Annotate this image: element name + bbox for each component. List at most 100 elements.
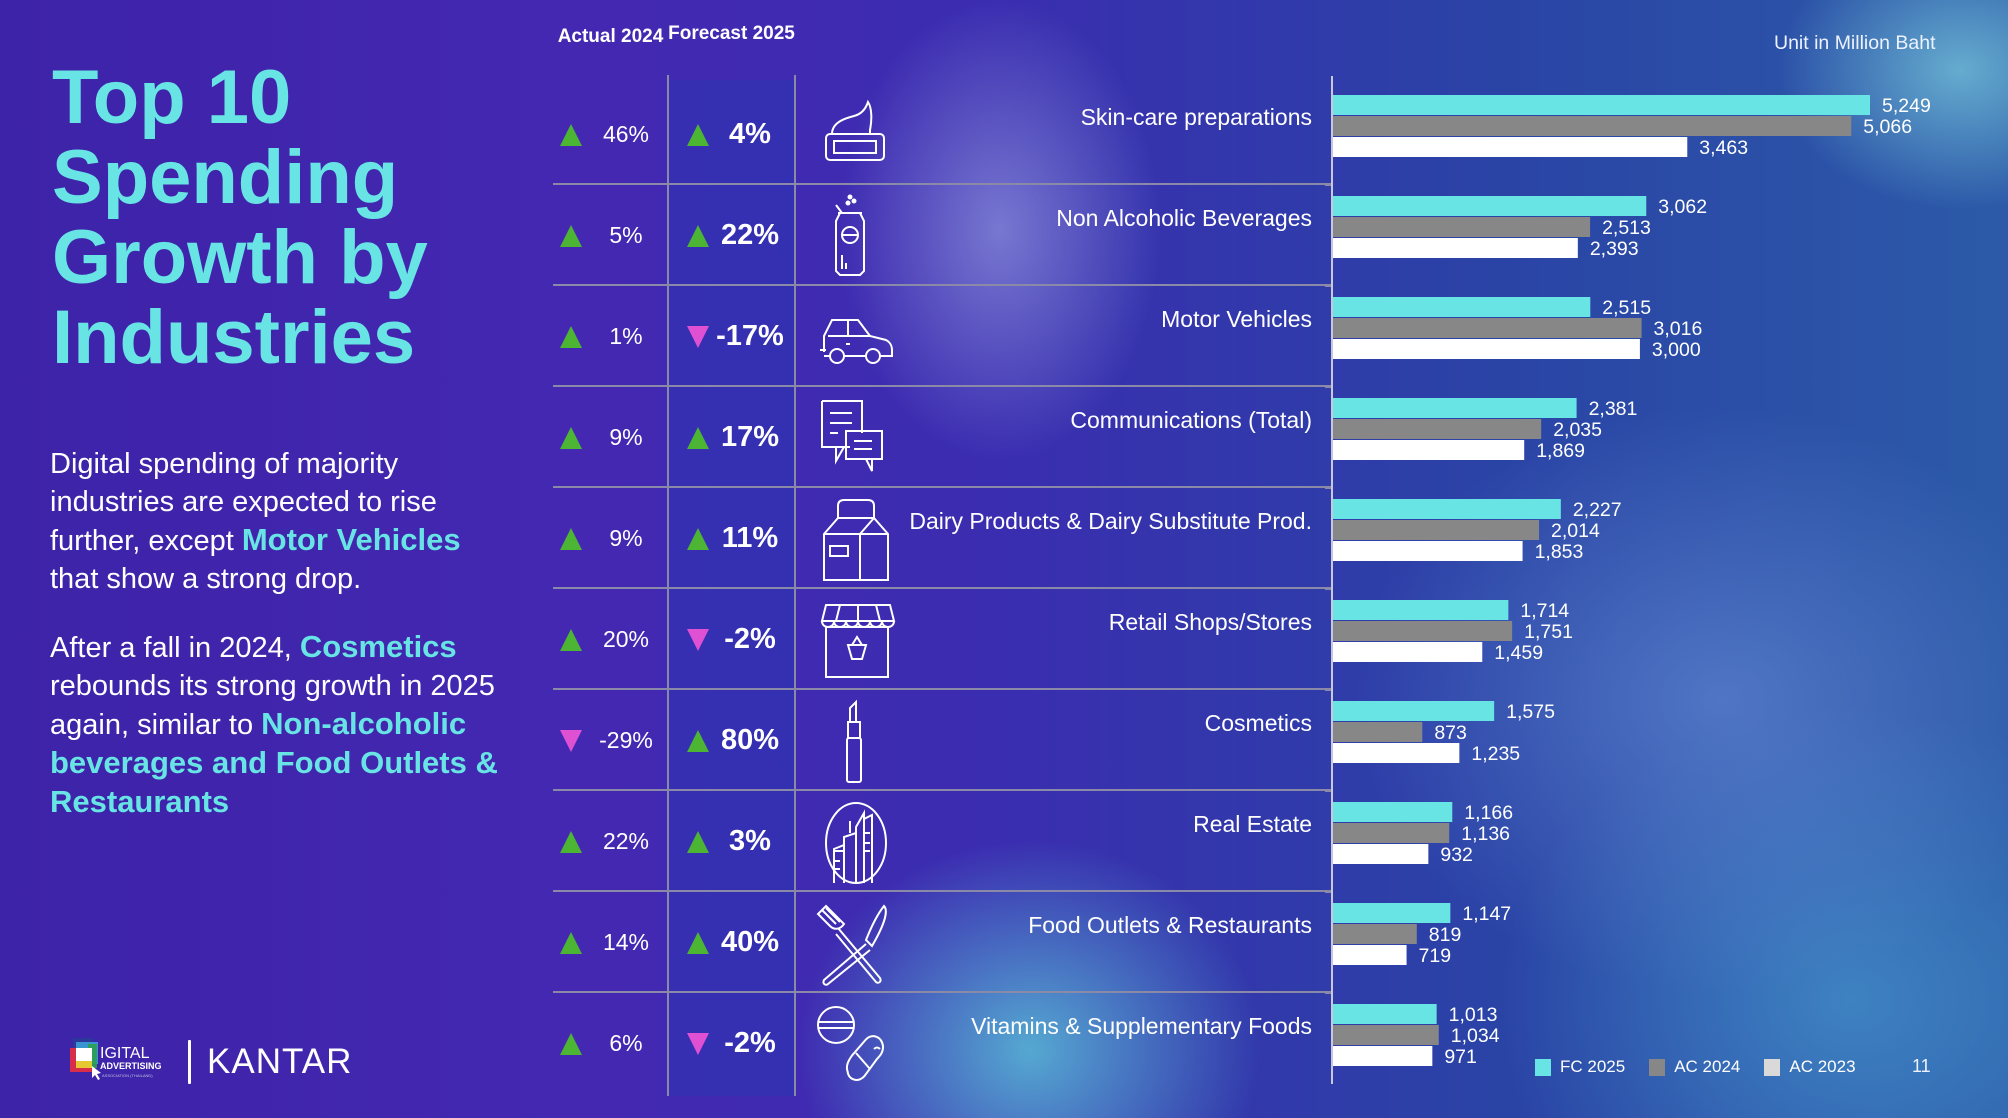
bar-fc-2025 — [1333, 701, 1495, 721]
table-row: 46% 4% Skin-care preparations — [553, 84, 1332, 185]
actual-2024-cell: 9% — [553, 488, 668, 589]
industry-label: Communications (Total) — [1070, 407, 1312, 433]
bar-value-label: 1,013 — [1449, 1004, 1498, 1026]
fork-knife-icon — [810, 900, 900, 986]
table-row: 9% 17% Communications (Total) — [553, 387, 1332, 488]
kantar-logo: KANTAR — [207, 1042, 353, 1081]
bar-value-label: 1,034 — [1451, 1025, 1500, 1047]
bar-value-label: 1,235 — [1471, 743, 1520, 765]
bar-fc-2025 — [1333, 600, 1509, 620]
forecast-2025-cell: 22% — [668, 185, 795, 286]
daat-logo-line2: ADVERTISING — [100, 1061, 162, 1071]
bar-value-label: 5,066 — [1863, 116, 1912, 138]
bar-ac-2023 — [1333, 642, 1483, 662]
forecast-2025-value: 40% — [720, 926, 780, 958]
table-row: 20% -2% Retail Shops/Stores — [553, 589, 1332, 690]
highlight-text: Non-alcoholic beverages and Food Outlets… — [50, 706, 498, 819]
bar-value-label: 1,147 — [1462, 903, 1511, 925]
industry-label: Food Outlets & Restaurants — [1028, 912, 1312, 938]
industry-label: Dairy Products & Dairy Substitute Prod. — [909, 508, 1312, 534]
bar-value-label: 3,016 — [1654, 318, 1703, 340]
industry-label: Retail Shops/Stores — [1108, 609, 1312, 635]
pills-icon — [810, 1001, 900, 1087]
bar-value-label: 1,869 — [1536, 440, 1585, 462]
bar-value-label: 3,000 — [1652, 339, 1701, 361]
forecast-2025-cell: 17% — [668, 387, 795, 488]
forecast-2025-cell: 80% — [668, 690, 795, 791]
row-divider — [553, 587, 1332, 589]
bar-value-label: 1,136 — [1461, 823, 1510, 845]
bar-value-label: 2,393 — [1590, 238, 1639, 260]
up-triangle-icon — [560, 325, 582, 348]
bar-fc-2025 — [1333, 398, 1577, 418]
bar-value-label: 1,166 — [1464, 802, 1513, 824]
bar-value-label: 2,515 — [1602, 297, 1651, 319]
up-triangle-icon — [687, 931, 709, 954]
soda-can-icon — [810, 193, 900, 279]
up-triangle-icon — [560, 123, 582, 146]
up-triangle-icon — [560, 931, 582, 954]
bar-fc-2025 — [1333, 499, 1561, 519]
page-title: Top 10 Spending Growth by Industries — [52, 55, 428, 380]
chat-bubbles-icon — [810, 395, 900, 481]
legend-item: AC 2023 — [1764, 1057, 1856, 1077]
forecast-2025-value: -2% — [724, 623, 776, 655]
industry-label: Skin-care preparations — [1080, 104, 1312, 130]
header-forecast-2025: Forecast 2025 — [668, 23, 795, 44]
forecast-2025-value: 11% — [721, 522, 779, 554]
table-row: 9% 11% Dairy Products & Dairy Substitute… — [553, 488, 1332, 589]
industry-label: Real Estate — [1193, 811, 1312, 837]
legend-item: FC 2025 — [1535, 1057, 1625, 1077]
row-divider — [553, 486, 1332, 488]
bar-ac-2024 — [1333, 419, 1542, 439]
chart-axis-line — [1331, 76, 1333, 1084]
bar-ac-2023 — [1333, 743, 1460, 763]
forecast-2025-value: -17% — [716, 320, 784, 352]
bar-value-label: 719 — [1419, 945, 1452, 967]
car-icon — [810, 294, 900, 380]
up-triangle-icon — [560, 830, 582, 853]
actual-2024-value: 46% — [602, 121, 650, 147]
daat-logo: IGITAL ADVERTISING ASSOCIATION (THAILAND… — [70, 1036, 180, 1084]
down-triangle-icon — [560, 729, 582, 752]
bar-ac-2024 — [1333, 924, 1417, 944]
row-divider — [553, 385, 1332, 387]
forecast-2025-value: 17% — [720, 421, 780, 453]
actual-2024-value: 5% — [609, 222, 643, 248]
table-row: 5% 22% Non Alcoholic Beverages — [553, 185, 1332, 286]
chart-legend: FC 2025 AC 2024 AC 2023 — [1535, 1057, 1880, 1077]
forecast-2025-cell: 3% — [668, 791, 795, 892]
forecast-2025-cell: 40% — [668, 892, 795, 993]
actual-2024-cell: 9% — [553, 387, 668, 488]
table-row: 14% 40% Food Outlets & Restaurants — [553, 892, 1332, 993]
body-text-segment: After a fall in 2024, — [50, 632, 300, 664]
up-triangle-icon — [687, 527, 709, 550]
bar-ac-2023 — [1333, 440, 1525, 460]
bar-fc-2025 — [1333, 95, 1870, 115]
legend-label: AC 2024 — [1674, 1057, 1741, 1076]
bar-value-label: 1,714 — [1520, 600, 1569, 622]
industry-label: Non Alcoholic Beverages — [1056, 205, 1312, 231]
forecast-2025-value: 22% — [720, 219, 780, 251]
actual-2024-value: -29% — [599, 727, 653, 753]
actual-2024-value: 20% — [602, 626, 650, 652]
down-triangle-icon — [687, 325, 709, 348]
table-row: 22% 3% Real Estate — [553, 791, 1332, 892]
legend-item: AC 2024 — [1649, 1057, 1740, 1077]
actual-2024-cell: 14% — [553, 892, 668, 993]
bar-ac-2024 — [1333, 722, 1423, 742]
forecast-2025-value: -2% — [724, 1027, 776, 1059]
bar-ac-2023 — [1333, 844, 1429, 864]
bar-ac-2023 — [1333, 945, 1407, 965]
highlight-text: Motor Vehicles — [241, 522, 461, 557]
lipstick-icon — [810, 698, 900, 784]
bar-fc-2025 — [1333, 196, 1647, 216]
bar-value-label: 2,035 — [1553, 419, 1602, 441]
actual-2024-cell: 6% — [553, 993, 668, 1094]
actual-2024-cell: 46% — [553, 84, 668, 185]
actual-2024-value: 22% — [602, 828, 650, 854]
bar-value-label: 873 — [1434, 722, 1467, 744]
bar-value-label: 2,381 — [1589, 398, 1638, 420]
page-number: 11 — [1912, 1056, 1931, 1076]
bar-value-label: 3,463 — [1699, 137, 1748, 159]
